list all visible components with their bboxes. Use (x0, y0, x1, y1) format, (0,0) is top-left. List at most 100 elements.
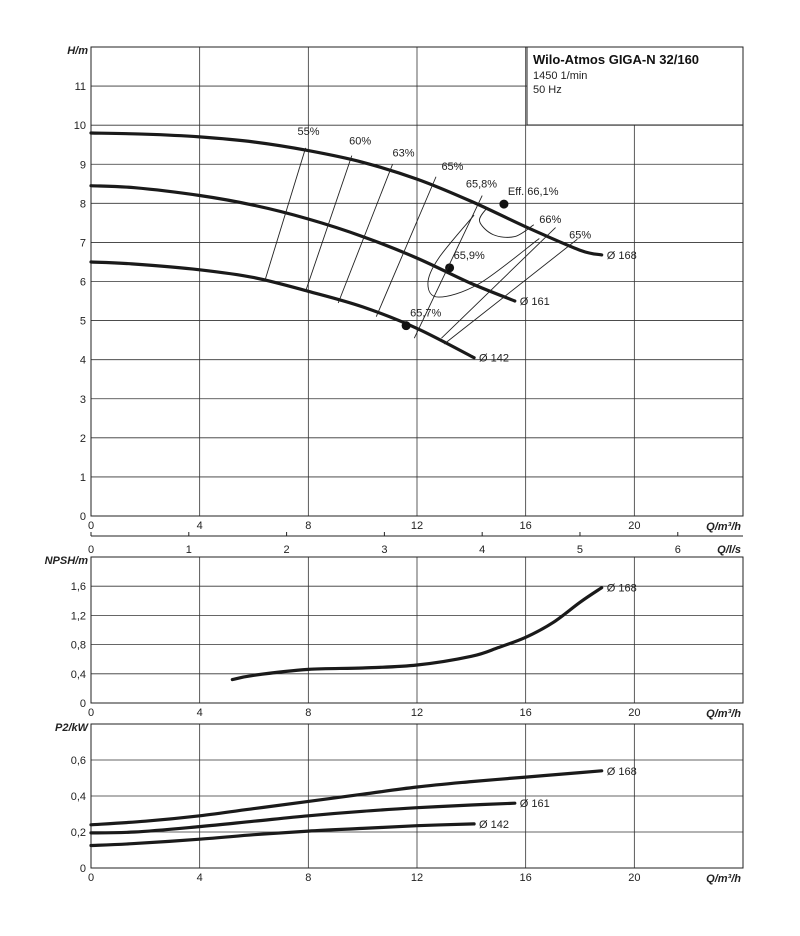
series-label-168: Ø 168 (607, 766, 637, 778)
efficiency-loop-65-8 (427, 214, 540, 298)
series-label-168: Ø 168 (607, 250, 637, 262)
y-tick-label: 1,2 (71, 610, 86, 622)
power-panel: 0 4 8 12 16 20 0 0,2 0,4 0,6 P2/kW Q/m³/h Ø 168 Ø 161… (55, 722, 744, 885)
efficiency-point-label: Eff. 66,1% (508, 186, 559, 198)
y-tick-label: 0,6 (71, 755, 86, 767)
y-tick-label: 6 (80, 277, 86, 289)
efficiency-label: 65,8% (466, 179, 497, 191)
y-tick-label: 4 (80, 355, 86, 367)
efficiency-label: 60% (349, 136, 371, 148)
y-tick-label: 0,4 (71, 669, 86, 681)
series-168-line (230, 586, 604, 682)
x-tick-label: 20 (628, 707, 640, 719)
y-axis-title: H/m (67, 45, 88, 57)
x-tick-label: 8 (305, 872, 311, 884)
y-tick-label: 5 (80, 316, 86, 328)
secondary-tick-label: 1 (186, 544, 192, 556)
x-tick-label: 20 (628, 872, 640, 884)
secondary-tick-label: 3 (381, 544, 387, 556)
npsh-panel: 0 4 8 12 16 20 0 0,4 0,8 1,2 1,6 NPSH/m Q/m³/h Ø 168 (45, 555, 744, 720)
x-tick-label: 12 (411, 707, 423, 719)
pump-frequency: 50 Hz (533, 84, 562, 96)
series-168-line (89, 769, 604, 827)
secondary-flow-axis: 0 1 2 3 4 5 6 Q/l/s (88, 532, 743, 556)
x-axis-title: Q/m³/h (706, 521, 741, 533)
secondary-tick-label: 6 (675, 544, 681, 556)
series-142-line (89, 822, 476, 848)
series-label-168: Ø 168 (607, 583, 637, 595)
y-tick-label: 10 (74, 120, 86, 132)
efficiency-label: 55% (297, 126, 319, 138)
y-axis-title: NPSH/m (45, 555, 89, 567)
y-tick-label: 0 (80, 698, 86, 710)
x-tick-label: 4 (197, 872, 203, 884)
efficiency-point (401, 321, 411, 331)
x-tick-label: 8 (305, 707, 311, 719)
x-tick-label: 16 (520, 707, 532, 719)
efficiency-isoline (337, 164, 393, 304)
y-tick-label: 7 (80, 237, 86, 249)
x-tick-label: 16 (520, 872, 532, 884)
series-142-line (89, 260, 476, 360)
x-tick-label: 0 (88, 872, 94, 884)
x-tick-label: 8 (305, 520, 311, 532)
title-box-frame (526, 46, 744, 126)
secondary-tick-label: 2 (284, 544, 290, 556)
efficiency-label: 66% (539, 214, 561, 226)
x-axis-title: Q/m³/h (706, 708, 741, 720)
secondary-axis-title: Q/l/s (717, 544, 741, 556)
series-161-line (89, 184, 517, 303)
plot-frame (90, 46, 744, 517)
efficiency-point (445, 263, 455, 273)
efficiency-isoline (305, 155, 353, 292)
x-tick-label: 20 (628, 520, 640, 532)
secondary-tick-label: 4 (479, 544, 485, 556)
efficiency-loop-66 (479, 206, 535, 238)
x-axis-title: Q/m³/h (706, 873, 741, 885)
pump-speed: 1450 1/min (533, 70, 587, 82)
series-168-line (89, 131, 604, 257)
plot-frame (90, 723, 744, 869)
y-tick-label: 0 (80, 863, 86, 875)
y-axis-title: P2/kW (55, 722, 90, 734)
x-tick-label: 16 (520, 520, 532, 532)
y-tick-label: 0,8 (71, 640, 86, 652)
pump-model-title: Wilo-Atmos GIGA-N 32/160 (533, 52, 699, 67)
efficiency-isoline (264, 147, 307, 281)
efficiency-point (499, 199, 509, 209)
efficiency-isoline (443, 238, 578, 345)
y-tick-label: 8 (80, 198, 86, 210)
efficiency-isoline (375, 176, 437, 317)
title-box: Wilo-Atmos GIGA-N 32/160 1450 1/min 50 H… (526, 46, 744, 126)
y-tick-label: 11 (75, 81, 86, 93)
x-tick-label: 4 (197, 520, 203, 532)
x-tick-label: 0 (88, 520, 94, 532)
y-tick-label: 0 (80, 511, 86, 523)
series-label-161: Ø 161 (520, 798, 550, 810)
efficiency-label: 63% (393, 147, 415, 159)
series-161-line (89, 801, 517, 835)
efficiency-label: 65% (569, 230, 591, 242)
secondary-tick-label: 5 (577, 544, 583, 556)
x-tick-label: 4 (197, 707, 203, 719)
y-tick-label: 1,6 (71, 581, 86, 593)
y-tick-label: 9 (80, 159, 86, 171)
x-tick-label: 12 (411, 872, 423, 884)
series-label-142: Ø 142 (479, 819, 509, 831)
y-tick-label: 1 (80, 472, 86, 484)
y-tick-label: 3 (80, 394, 86, 406)
efficiency-isoline (441, 227, 556, 339)
series-label-161: Ø 161 (520, 296, 550, 308)
x-tick-label: 0 (88, 707, 94, 719)
y-tick-label: 0,4 (71, 791, 86, 803)
secondary-tick-label: 0 (88, 544, 94, 556)
efficiency-label: 65% (441, 161, 463, 173)
plot-frame (90, 556, 744, 704)
efficiency-point-label: 65,9% (454, 250, 485, 262)
series-label-142: Ø 142 (479, 353, 509, 365)
x-tick-label: 12 (411, 520, 423, 532)
y-tick-label: 0,2 (71, 827, 86, 839)
y-tick-label: 2 (80, 433, 86, 445)
